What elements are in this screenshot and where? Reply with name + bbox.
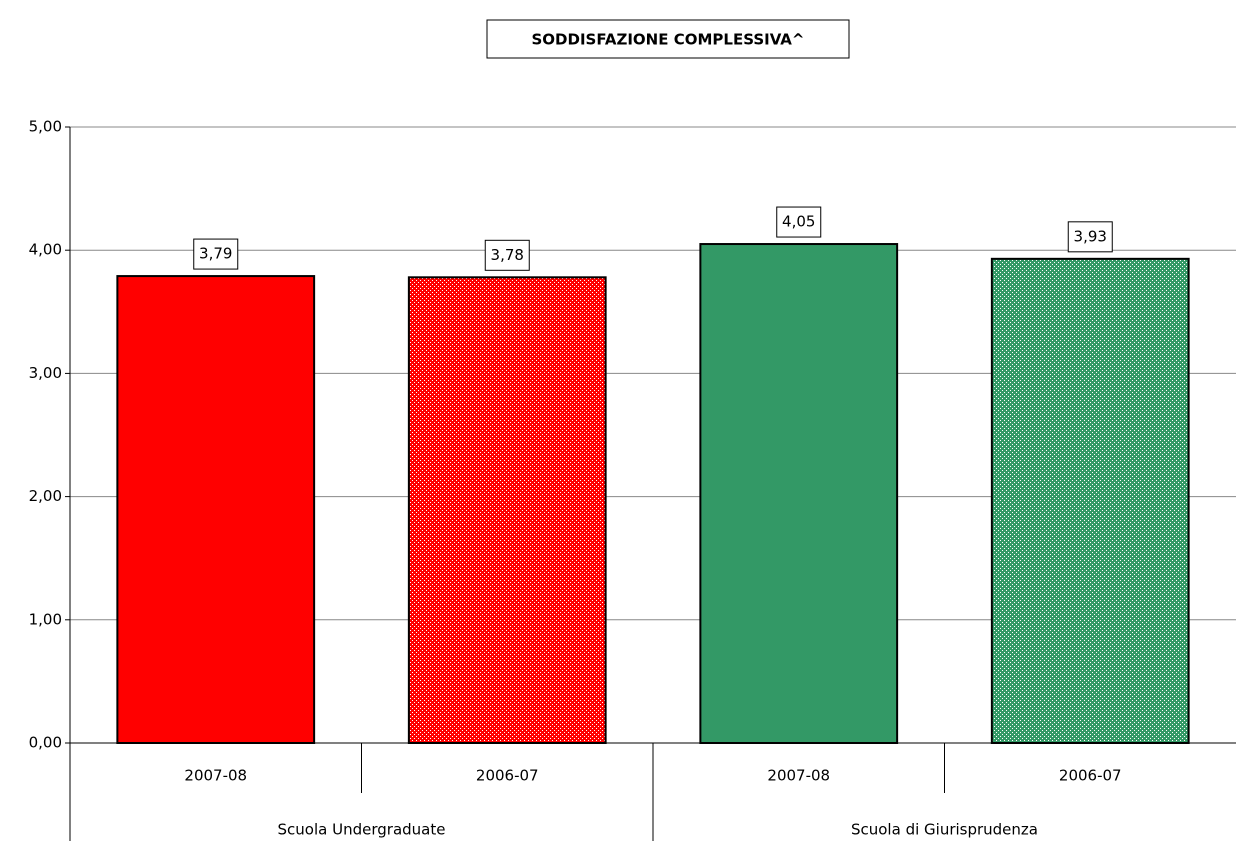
data-label-box: [484, 239, 530, 271]
data-label-box: [193, 238, 239, 270]
data-label: 3,93: [1074, 227, 1107, 245]
y-tick-label: 3,00: [29, 364, 62, 382]
x-tick-label: 2006-07: [1059, 767, 1122, 785]
y-tick-label: 0,00: [29, 734, 62, 752]
bar: [116, 275, 316, 744]
data-label: 3,79: [199, 245, 232, 263]
title-box: [486, 19, 850, 59]
y-tick-label: 2,00: [29, 487, 62, 505]
y-tick-label: 1,00: [29, 610, 62, 628]
x-tick-label: 2006-07: [476, 767, 539, 785]
data-label: 4,05: [782, 213, 815, 231]
data-label-box: [776, 206, 822, 238]
chart-title: SODDISFAZIONE COMPLESSIVA^: [532, 31, 805, 49]
bar: [990, 257, 1190, 744]
group-label: Scuola di Giurisprudenza: [851, 821, 1038, 839]
x-tick-label: 2007-08: [184, 767, 247, 785]
y-tick-label: 5,00: [29, 118, 62, 136]
data-label-box: [1067, 221, 1113, 253]
x-tick-label: 2007-08: [767, 767, 830, 785]
bar: [407, 276, 607, 744]
group-label: Scuola Undergraduate: [278, 821, 446, 839]
y-tick-label: 4,00: [29, 241, 62, 259]
data-label: 3,78: [491, 246, 524, 264]
bar: [699, 243, 899, 744]
